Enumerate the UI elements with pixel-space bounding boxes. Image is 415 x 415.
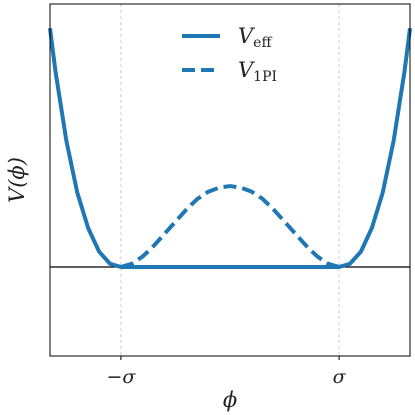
series-veff-line	[48, 28, 412, 269]
series-v1pi-line	[120, 184, 340, 269]
x-tick-label: σ	[333, 366, 347, 388]
x-ticks: −σ σ	[106, 356, 347, 388]
legend-label-veff: Veff	[238, 24, 272, 51]
legend: Veff V1PI	[182, 24, 277, 85]
series-group	[48, 28, 412, 269]
x-axis-label: ϕ	[223, 388, 237, 412]
y-axis-label: V(ϕ)	[5, 157, 29, 203]
x-tick-label: −σ	[106, 366, 136, 388]
plot-frame	[49, 3, 411, 357]
grid-lines	[120, 4, 340, 356]
legend-label-v1pi: V1PI	[238, 58, 277, 85]
